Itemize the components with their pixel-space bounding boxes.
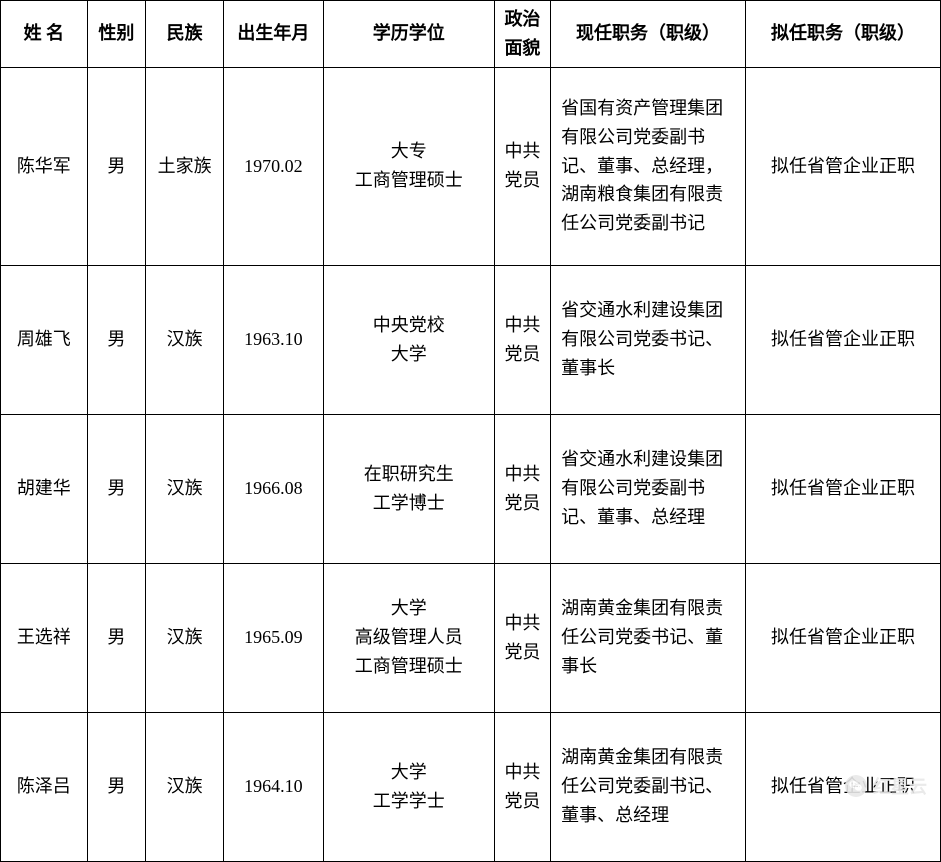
cell-edu: 在职研究生 工学博士 xyxy=(323,414,494,563)
cell-name: 胡建华 xyxy=(1,414,88,563)
watermark: 红星云 xyxy=(845,773,927,799)
col-header-proposed: 拟任职务（职级） xyxy=(746,1,941,68)
cell-birth: 1964.10 xyxy=(224,712,324,861)
cell-current: 湖南黄金集团有限责任公司党委书记、董事长 xyxy=(551,563,746,712)
cell-name: 王选祥 xyxy=(1,563,88,712)
cell-gender: 男 xyxy=(87,265,145,414)
cell-proposed: 拟任省管企业正职 xyxy=(746,67,941,265)
cell-political: 中共 党员 xyxy=(494,563,550,712)
cell-political: 中共 党员 xyxy=(494,414,550,563)
cell-ethnic: 汉族 xyxy=(146,265,224,414)
cell-proposed: 拟任省管企业正职 xyxy=(746,265,941,414)
cell-birth: 1970.02 xyxy=(224,67,324,265)
cell-political: 中共 党员 xyxy=(494,712,550,861)
cell-edu: 大专 工商管理硕士 xyxy=(323,67,494,265)
personnel-table: 姓 名 性别 民族 出生年月 学历学位 政治 面貌 现任职务（职级） 拟任职务（… xyxy=(0,0,941,862)
col-header-political: 政治 面貌 xyxy=(494,1,550,68)
cell-birth: 1963.10 xyxy=(224,265,324,414)
cell-political: 中共 党员 xyxy=(494,265,550,414)
cell-ethnic: 汉族 xyxy=(146,712,224,861)
cell-gender: 男 xyxy=(87,67,145,265)
table-row: 王选祥 男 汉族 1965.09 大学 高级管理人员 工商管理硕士 中共 党员 xyxy=(1,563,941,712)
cell-edu: 大学 工学学士 xyxy=(323,712,494,861)
cell-edu: 大学 高级管理人员 工商管理硕士 xyxy=(323,563,494,712)
personnel-table-container: 姓 名 性别 民族 出生年月 学历学位 政治 面貌 现任职务（职级） 拟任职务（… xyxy=(0,0,941,809)
cell-current: 省交通水利建设集团有限公司党委副书记、董事、总经理 xyxy=(551,414,746,563)
cell-gender: 男 xyxy=(87,712,145,861)
cell-ethnic: 汉族 xyxy=(146,414,224,563)
watermark-text: 红星云 xyxy=(873,773,927,799)
col-header-ethnic: 民族 xyxy=(146,1,224,68)
col-header-current: 现任职务（职级） xyxy=(551,1,746,68)
cell-ethnic: 汉族 xyxy=(146,563,224,712)
col-header-edu: 学历学位 xyxy=(323,1,494,68)
table-row: 胡建华 男 汉族 1966.08 在职研究生 工学博士 中共 党员 省交通水利建 xyxy=(1,414,941,563)
cell-proposed: 拟任省管企业正职 xyxy=(746,414,941,563)
col-header-gender: 性别 xyxy=(87,1,145,68)
col-header-name: 姓 名 xyxy=(1,1,88,68)
table-header-row: 姓 名 性别 民族 出生年月 学历学位 政治 面貌 现任职务（职级） 拟任职务（… xyxy=(1,1,941,68)
col-header-birth: 出生年月 xyxy=(224,1,324,68)
cell-name: 周雄飞 xyxy=(1,265,88,414)
cell-gender: 男 xyxy=(87,563,145,712)
table-row: 陈泽吕 男 汉族 1964.10 大学 工学学士 中共 党员 湖南黄金集团有限责 xyxy=(1,712,941,861)
cell-proposed: 拟任省管企业正职 xyxy=(746,563,941,712)
table-row: 陈华军 男 土家族 1970.02 大专 工商管理硕士 中共 党员 省国有资产管 xyxy=(1,67,941,265)
cell-political: 中共 党员 xyxy=(494,67,550,265)
cell-birth: 1965.09 xyxy=(224,563,324,712)
cell-birth: 1966.08 xyxy=(224,414,324,563)
cell-current: 省交通水利建设集团有限公司党委书记、董事长 xyxy=(551,265,746,414)
wechat-icon xyxy=(845,775,867,797)
cell-edu: 中央党校 大学 xyxy=(323,265,494,414)
cell-name: 陈华军 xyxy=(1,67,88,265)
cell-current: 省国有资产管理集团有限公司党委副书记、董事、总经理，湖南粮食集团有限责任公司党委… xyxy=(551,67,746,265)
table-row: 周雄飞 男 汉族 1963.10 中央党校 大学 中共 党员 省交通水利建设集团 xyxy=(1,265,941,414)
cell-gender: 男 xyxy=(87,414,145,563)
cell-ethnic: 土家族 xyxy=(146,67,224,265)
cell-current: 湖南黄金集团有限责任公司党委副书记、董事、总经理 xyxy=(551,712,746,861)
cell-name: 陈泽吕 xyxy=(1,712,88,861)
